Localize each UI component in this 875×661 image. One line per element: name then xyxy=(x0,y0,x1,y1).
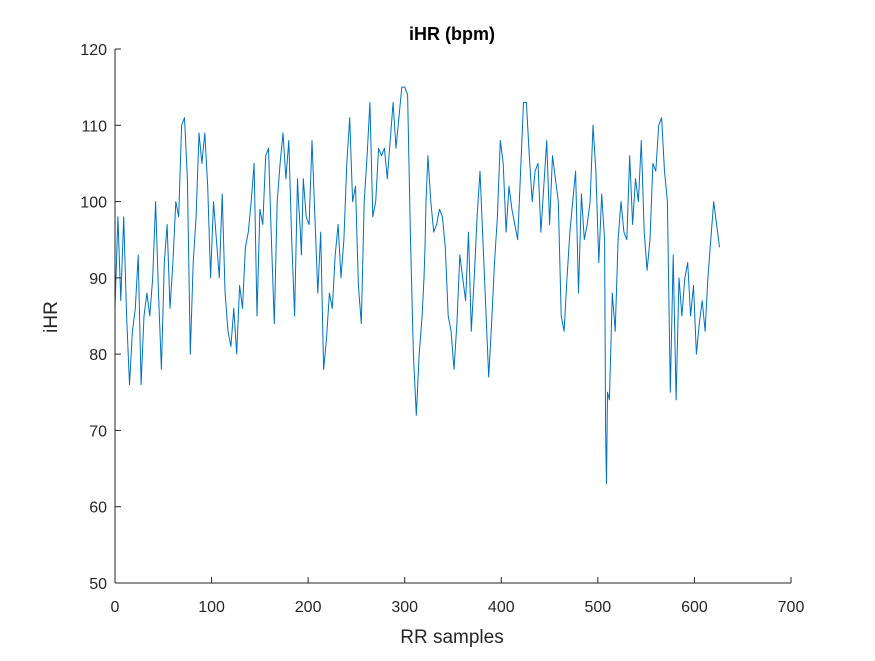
y-tick-label: 110 xyxy=(81,118,107,135)
y-tick-label: 120 xyxy=(80,42,107,59)
x-tick-label: 700 xyxy=(778,599,805,616)
x-tick-label: 0 xyxy=(111,599,120,616)
y-tick-label: 60 xyxy=(89,500,107,517)
x-tick-label: 300 xyxy=(391,599,418,616)
y-tick-label: 80 xyxy=(89,347,107,364)
y-tick-label: 100 xyxy=(80,195,107,212)
series-line-1 xyxy=(114,86,720,485)
x-axis-label: RR samples xyxy=(400,627,503,648)
y-tick-label: 70 xyxy=(89,423,107,440)
y-tick-label: 50 xyxy=(89,576,107,593)
x-tick-label: 100 xyxy=(198,599,225,616)
x-tick-label: 500 xyxy=(585,599,612,616)
x-tick-label: 200 xyxy=(295,599,322,616)
y-axis-label: iHR xyxy=(41,301,62,333)
y-tick-label: 90 xyxy=(89,271,107,288)
x-tick-label: 400 xyxy=(488,599,515,616)
plot-area: 0 100 200 300 400 500 600 700 50 60 70 80 90 100 110 12… xyxy=(80,42,804,616)
x-tick-label: 600 xyxy=(681,599,708,616)
chart-title: iHR (bpm) xyxy=(409,24,495,44)
